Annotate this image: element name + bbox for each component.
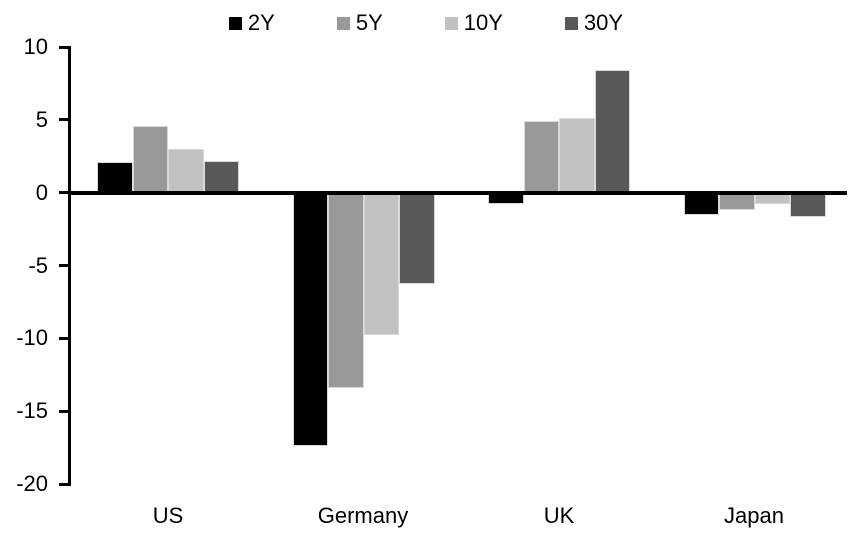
legend-swatch-30y-icon (564, 16, 578, 30)
x-axis-zero-line (68, 191, 847, 195)
y-axis-tick-mark (59, 264, 68, 267)
bar-us-30y (203, 160, 239, 193)
bar-us-5y (132, 125, 168, 193)
y-axis-tick-label: 0 (35, 179, 48, 205)
bar-us-2y (97, 162, 133, 193)
y-axis-tick-mark (59, 336, 68, 340)
legend-swatch-10y-icon (444, 16, 458, 30)
legend-swatch-5y-icon (336, 16, 350, 30)
y-axis-line (68, 46, 71, 486)
chart-legend: 2Y 5Y 10Y 30Y (0, 7, 852, 39)
legend-label-5y: 5Y (355, 10, 383, 35)
bar-us-10y (168, 148, 204, 193)
bar-germany-10y (363, 192, 399, 336)
x-axis-label-uk: UK (543, 503, 575, 528)
bar-japan-2y (683, 192, 719, 215)
bar-uk-30y (594, 70, 630, 193)
y-axis-tick-label: -5 (28, 252, 48, 278)
x-axis-label-germany: Germany (317, 503, 409, 528)
legend-item-30y: 30Y (564, 10, 624, 35)
x-axis-labels: US Germany UK Japan (0, 503, 852, 533)
x-axis-label-us: US (152, 503, 184, 528)
bar-japan-30y (790, 192, 826, 218)
bar-germany-30y (399, 192, 435, 285)
legend-label-10y: 10Y (463, 10, 503, 35)
legend-item-10y: 10Y (444, 10, 503, 35)
y-axis-tick-label: 10 (23, 34, 48, 59)
legend-label-2y: 2Y (247, 10, 275, 35)
y-axis-tick-label: -20 (16, 471, 48, 496)
legend-label-30y: 30Y (583, 10, 624, 35)
y-axis-tick-mark (59, 409, 68, 413)
bar-uk-5y (523, 121, 559, 193)
legend-swatch-2y-icon (228, 16, 242, 30)
bar-japan-5y (719, 192, 755, 211)
bar-germany-2y (292, 192, 328, 447)
y-axis-tick-label: -15 (16, 398, 48, 424)
y-axis-tick-mark (59, 191, 68, 195)
x-axis-label-japan: Japan (724, 503, 784, 528)
bar-germany-5y (328, 192, 364, 388)
y-axis-tick-label: -10 (16, 325, 48, 351)
legend-item-2y: 2Y (228, 10, 275, 35)
y-axis-tick-label: 5 (35, 106, 48, 132)
y-axis-tick-mark (59, 45, 68, 49)
y-axis-tick-mark (59, 482, 68, 486)
legend-item-5y: 5Y (336, 10, 383, 35)
bar-uk-10y (559, 118, 595, 193)
y-axis-tick-mark (59, 118, 68, 122)
